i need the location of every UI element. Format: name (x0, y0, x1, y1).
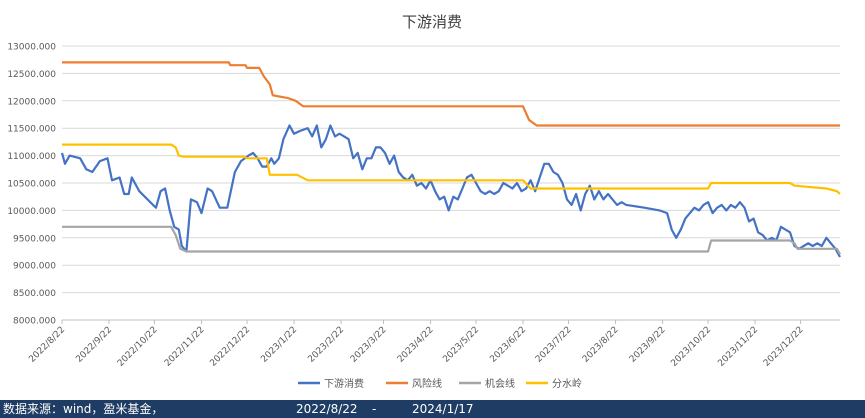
legend-label: 风险线 (412, 377, 442, 390)
y-tick-label: 8500.000 (13, 289, 56, 299)
y-tick-label: 11000.000 (7, 152, 56, 162)
x-tick-label: 2023/1/22 (259, 325, 299, 365)
y-tick-label: 10500.000 (7, 180, 56, 190)
legend-label: 机会线 (485, 377, 515, 390)
chart-title: 下游消费 (402, 13, 462, 31)
x-tick-label: 2023/6/22 (488, 325, 528, 365)
date-start: 2022/8/22 (296, 402, 358, 416)
legend: 下游消费 风险线 机会线 分水岭 (298, 377, 582, 390)
legend-label: 分水岭 (552, 377, 582, 390)
y-axis: 13000.000 12500.000 12000.000 11500.000 1100… (7, 43, 56, 327)
x-tick-label: 2023/11/22 (716, 325, 760, 369)
x-tick-label: 2023/9/22 (628, 325, 668, 365)
x-tick-label: 2023/10/22 (669, 325, 713, 369)
series-line-3 (62, 225, 841, 255)
y-tick-label: 13000.000 (7, 43, 56, 53)
legend-label: 下游消费 (324, 377, 364, 390)
x-tick-label: 2022/9/22 (74, 325, 114, 365)
x-tick-label: 2023/8/22 (581, 325, 621, 365)
y-tick-label: 9500.000 (13, 234, 56, 244)
series-line-2 (62, 61, 840, 127)
series-line-4 (62, 143, 841, 195)
line-chart: 下游消费 13000.000 12500.000 12000.000 11500.00… (7, 13, 841, 390)
x-tick-label: 2023/5/22 (441, 325, 481, 365)
y-tick-label: 11500.000 (7, 125, 56, 135)
series-line-1 (60, 124, 841, 258)
y-tick-label: 9000.000 (13, 262, 56, 272)
source-footer: 数据来源：wind，盈米基金， 2022/8/22 - 2024/1/17 (0, 400, 865, 418)
plot-area (60, 61, 841, 258)
x-tick-label: 2023/7/22 (534, 325, 574, 365)
x-tick-label: 2023/12/22 (762, 325, 806, 369)
x-tick-label: 2022/8/22 (27, 325, 67, 365)
x-tick-label: 2022/12/22 (208, 325, 252, 369)
y-tick-label: 12000.000 (7, 97, 56, 107)
x-tick-label: 2022/11/22 (163, 325, 207, 369)
date-separator: - (372, 402, 377, 416)
x-tick-label: 2023/3/22 (349, 325, 389, 365)
x-tick-label: 2023/2/22 (306, 325, 346, 365)
date-end: 2024/1/17 (412, 402, 474, 416)
x-axis: 2022/8/22 2022/9/22 2022/10/22 2022/11/22 20… (27, 319, 840, 369)
x-tick-label: 2023/4/22 (396, 325, 436, 365)
x-tick-label: 2022/10/22 (116, 325, 160, 369)
y-tick-label: 10000.000 (7, 207, 56, 217)
y-tick-label: 12500.000 (7, 70, 56, 80)
source-text: 数据来源：wind，盈米基金， (3, 402, 164, 416)
y-tick-label: 8000.000 (13, 317, 56, 327)
